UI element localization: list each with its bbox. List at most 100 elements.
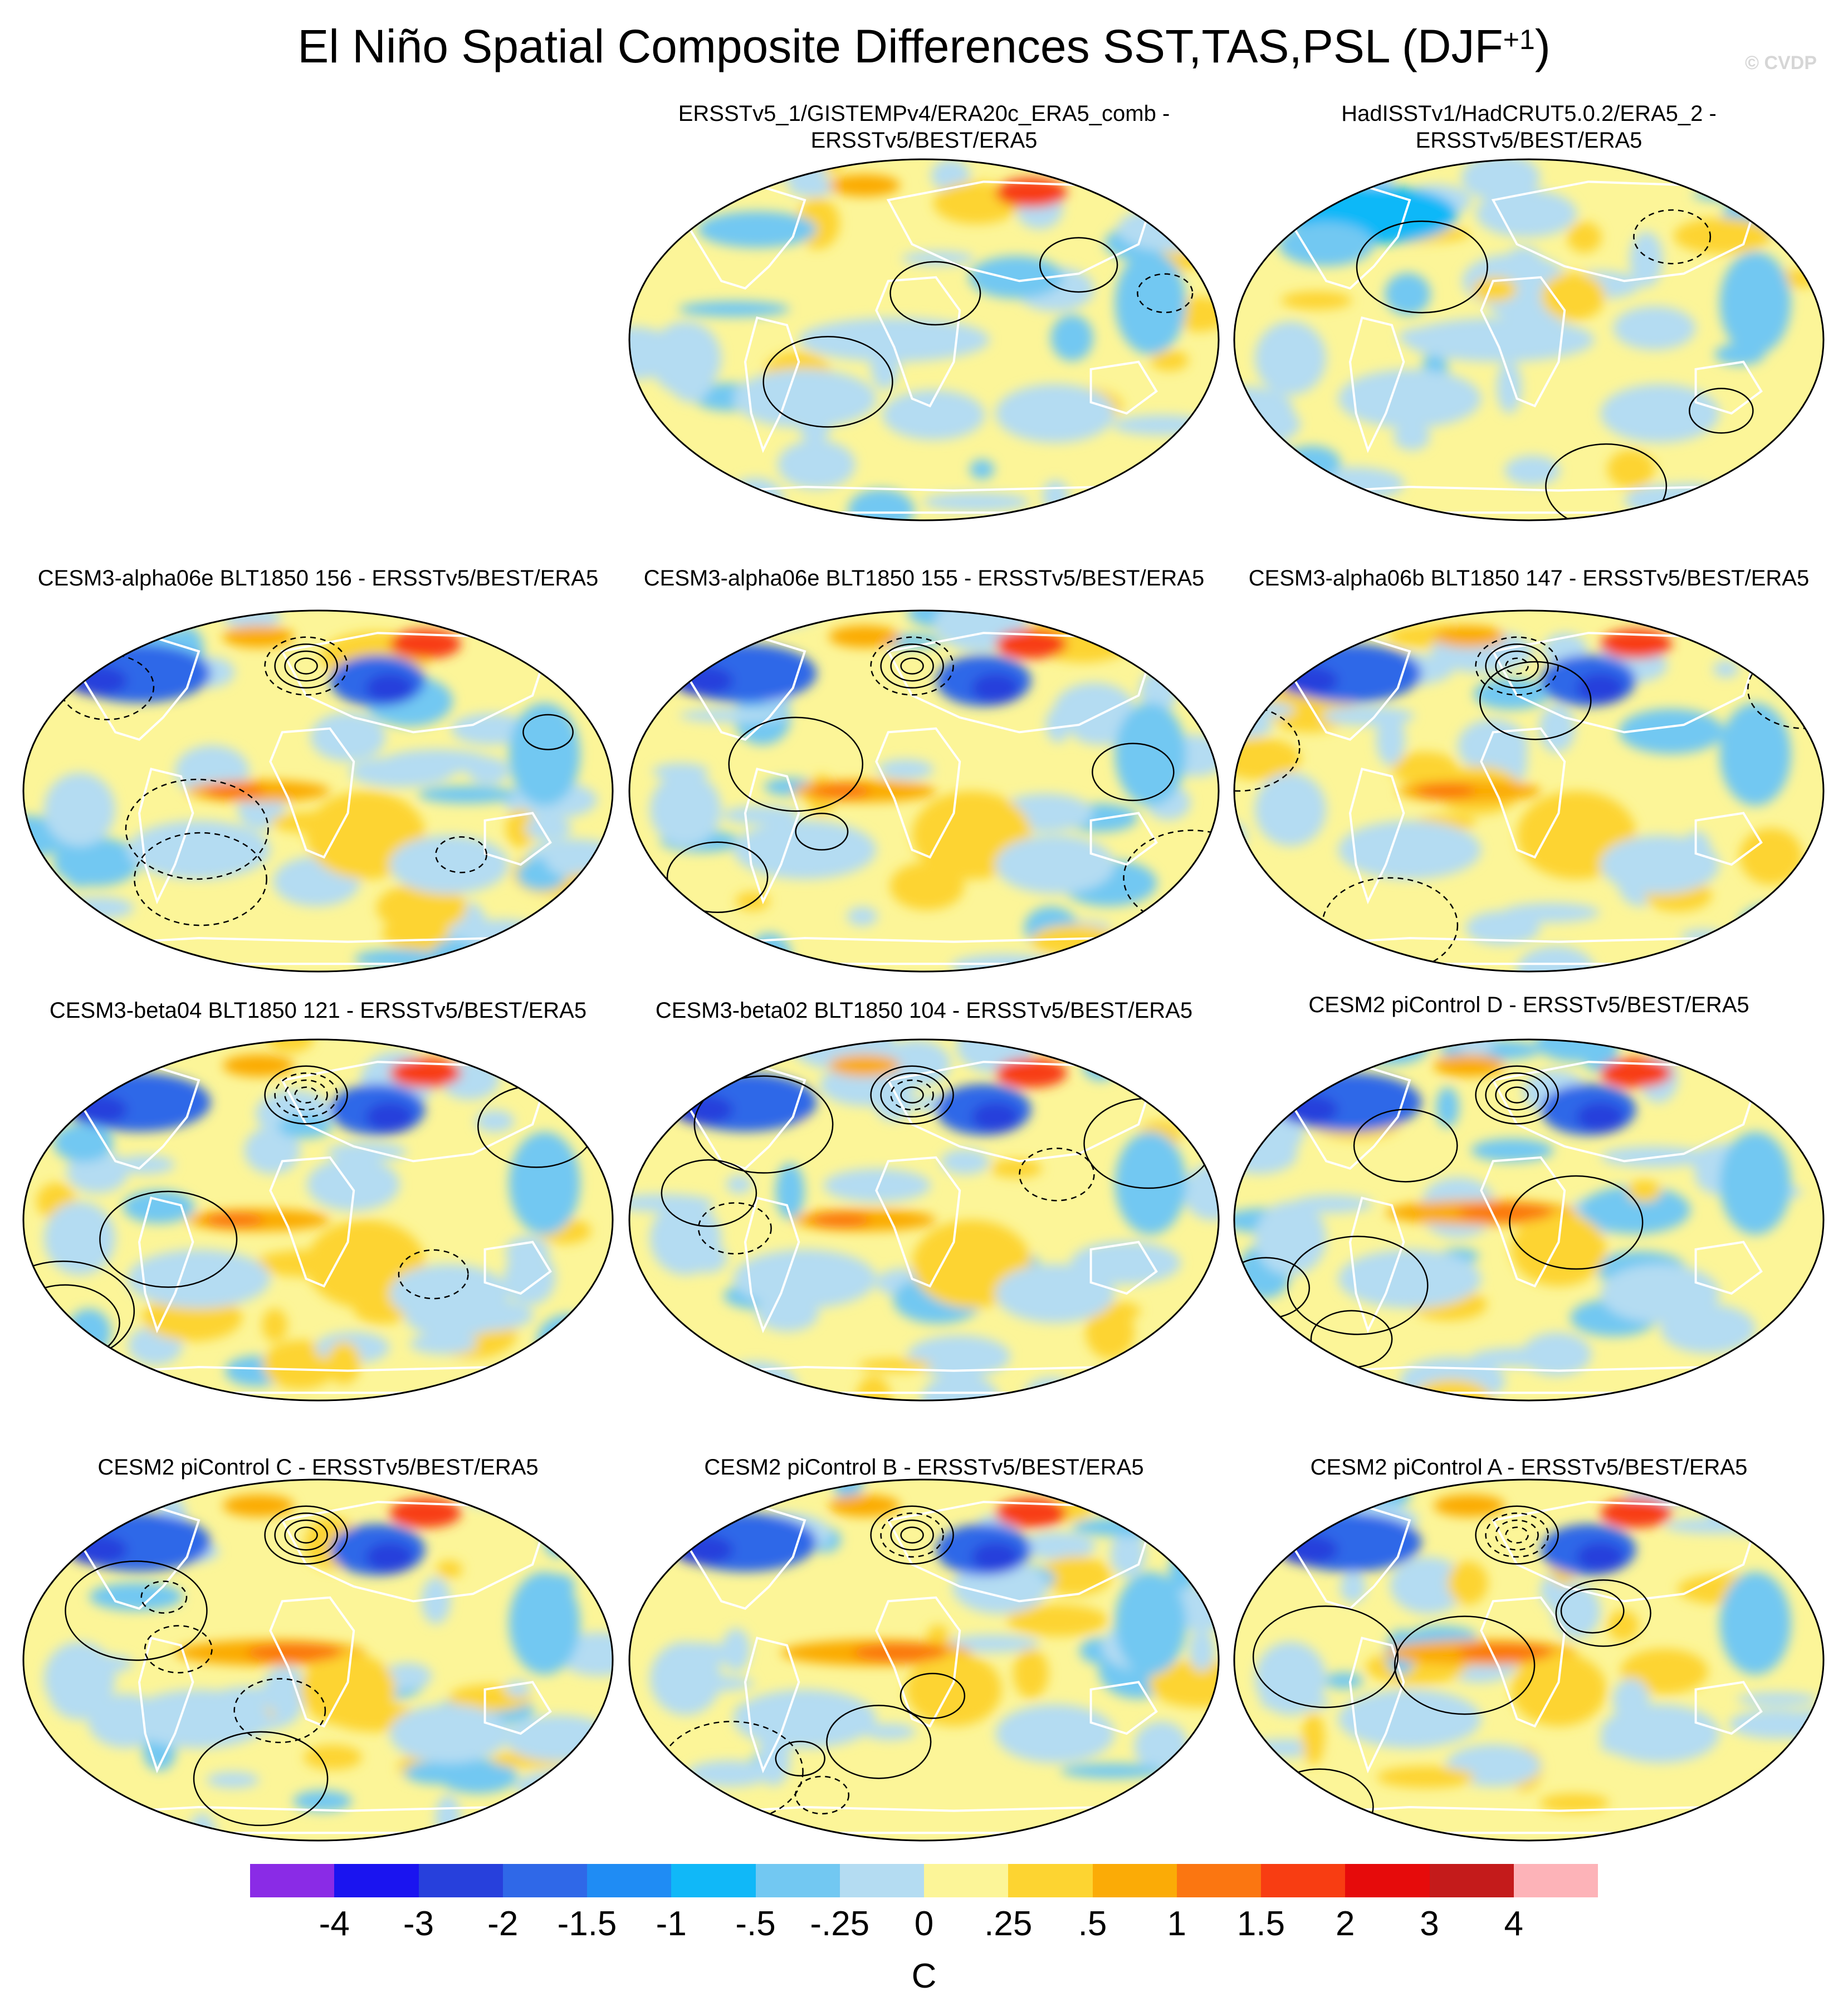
psl-contour (1485, 1512, 1549, 1558)
psl-contour (870, 1065, 954, 1125)
anomaly-patch (1627, 1179, 1661, 1203)
panel-title: CESM3-beta04 BLT1850 121 - ERSSTv5/BEST/… (49, 998, 587, 1023)
global-map (22, 609, 614, 973)
psl-contour (144, 1625, 213, 1673)
psl-contour (284, 650, 328, 682)
anomaly-patch (1240, 943, 1312, 972)
psl-contour (889, 261, 981, 326)
anomaly-blob (1114, 1131, 1186, 1235)
colorbar-cell (839, 1864, 924, 1897)
anomaly-patch (902, 251, 975, 266)
anomaly-blob (1600, 1058, 1672, 1088)
anomaly-patch (384, 1663, 432, 1690)
panel-title: CESM3-alpha06e BLT1850 156 - ERSSTv5/BES… (37, 566, 599, 590)
anomaly-patch (1072, 1517, 1180, 1537)
anomaly-blob (733, 369, 877, 428)
anomaly-patch (1164, 943, 1187, 970)
continent-outline (78, 1504, 201, 1610)
anomaly-patch (545, 841, 588, 876)
continent-outline (280, 1061, 546, 1163)
psl-contour (870, 636, 954, 696)
colorbar-cell (1008, 1864, 1093, 1897)
page-title: El Niño Spatial Composite Differences SS… (0, 16, 1848, 77)
continent-outline (684, 184, 806, 290)
continent-outline (1289, 635, 1411, 741)
psl-contour (1287, 1236, 1429, 1335)
psl-contour (1505, 1526, 1529, 1544)
anomaly-patch (1539, 1793, 1610, 1813)
anomaly-patch (206, 1771, 260, 1788)
anomaly-patch (1536, 1039, 1619, 1062)
anomaly-patch (956, 1039, 1034, 1073)
anomaly-patch (1771, 657, 1823, 696)
anomaly-patch (244, 1126, 301, 1174)
anomaly-blob (995, 384, 1115, 443)
anomaly-patch (1502, 902, 1600, 923)
anomaly-blob (1254, 1642, 1327, 1715)
anomaly-patch (941, 1149, 990, 1175)
anomaly-patch (560, 664, 613, 692)
anomaly-blob (995, 1264, 1115, 1323)
anomaly-blob (852, 1643, 948, 1662)
anomaly-blob (995, 629, 1067, 659)
continent-outline (1348, 1636, 1405, 1774)
continent-outline (1694, 812, 1763, 866)
anomaly-patch (847, 906, 878, 926)
anomaly-patch (1246, 668, 1297, 684)
colorbar-label: -.5 (735, 1905, 776, 1943)
colorbar-cell (1429, 1864, 1514, 1897)
anomaly-patch (1541, 272, 1606, 321)
psl-contour (826, 1705, 932, 1779)
psl-contour (666, 841, 769, 914)
anomaly-patch (99, 1039, 165, 1052)
map-border (628, 158, 1220, 521)
anomaly-patch (1190, 1517, 1219, 1534)
continent-outline (1089, 360, 1158, 415)
psl-contour (795, 812, 849, 851)
anomaly-patch (1240, 914, 1316, 946)
panel-title: CESM2 piControl D - ERSSTv5/BEST/ERA5 (1308, 993, 1749, 1017)
anomaly-patch (1504, 455, 1561, 486)
colorbar-cell (1176, 1864, 1261, 1897)
anomaly-patch (451, 713, 530, 745)
anomaly-blob (995, 835, 1115, 894)
psl-contour (1495, 1519, 1539, 1551)
anomaly-blob (1114, 251, 1186, 355)
continent-outline (886, 632, 1152, 734)
anomaly-patch (262, 1309, 287, 1342)
anomaly-blob (222, 626, 295, 648)
anomaly-patch (1013, 1648, 1049, 1698)
anomaly-blob (43, 1642, 116, 1715)
colorbar (250, 1864, 1598, 1897)
anomaly-blob (509, 1131, 580, 1235)
continent-outline (1480, 1156, 1566, 1288)
continent-outline (875, 1596, 961, 1728)
anomaly-patch (690, 1389, 757, 1400)
anomaly-patch (23, 931, 63, 955)
anomaly-blob (995, 178, 1067, 208)
psl-contour (661, 1159, 757, 1227)
continent-outline (1089, 1681, 1158, 1735)
psl-contour (890, 650, 934, 682)
anomaly-patch (326, 1341, 361, 1384)
anomaly-patch (907, 1335, 1011, 1378)
continent-outline (1694, 1681, 1763, 1735)
anomaly-patch (435, 1795, 461, 1841)
colorbar-cell (250, 1864, 335, 1897)
anomaly-patch (1157, 481, 1182, 520)
psl-contour (1495, 1079, 1539, 1111)
anomaly-patch (629, 1480, 729, 1517)
psl-contour (900, 1086, 924, 1104)
anomaly-patch (1234, 1780, 1249, 1809)
anomaly-blob (389, 1264, 509, 1323)
anomaly-blob (1254, 773, 1327, 846)
psl-contour (880, 1512, 944, 1558)
anomaly-blob (1338, 1249, 1482, 1309)
continent-outline (684, 635, 806, 741)
psl-contour (775, 1740, 825, 1776)
continent-outline (1480, 1596, 1566, 1728)
anomaly-patch (642, 1337, 692, 1366)
anomaly-patch (1436, 1087, 1459, 1127)
anomaly-patch (947, 1634, 1039, 1653)
anomaly-patch (1692, 188, 1789, 202)
